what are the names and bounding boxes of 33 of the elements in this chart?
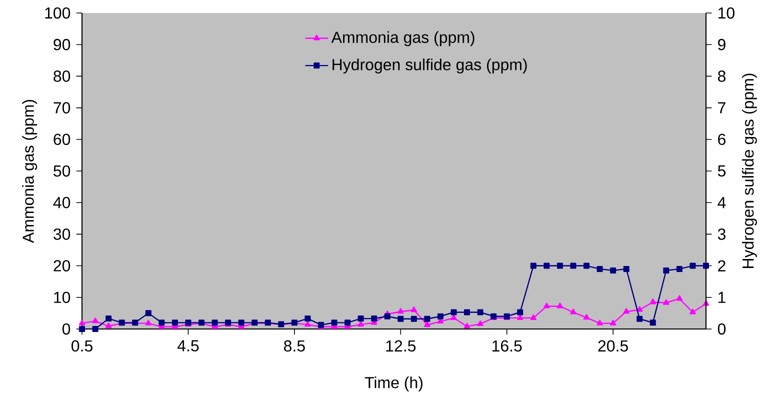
y2-tick-label: 5 <box>718 165 726 177</box>
y2-tick-label: 1 <box>718 292 726 303</box>
y2-tick-label: 2 <box>718 260 726 272</box>
y2-tick-label: 6 <box>718 134 726 146</box>
y-tick-label: 80 <box>54 70 70 82</box>
y-tick-label: 60 <box>54 134 70 146</box>
y2-tick-label: 10 <box>718 7 734 19</box>
y-tick-label: 40 <box>53 196 70 208</box>
y-tick-label: 90 <box>54 38 70 50</box>
x-tick-label: 4.5 <box>177 340 199 352</box>
x-tick-label: 12.5 <box>386 340 416 352</box>
y2-tick-label: 8 <box>718 70 726 82</box>
y2-tick-label: 0 <box>718 323 726 335</box>
x-tick-label: 16.5 <box>492 340 522 352</box>
y-tick-label: 10 <box>54 292 70 304</box>
x-tick-label: 20.5 <box>598 340 628 352</box>
y-tick-label: 30 <box>54 228 70 240</box>
legend-label: Ammonia gas (ppm) <box>331 31 474 46</box>
y-tick-label: 50 <box>54 165 70 177</box>
y2-tick-label: 3 <box>718 228 726 240</box>
x-axis-title: Time (h) <box>364 376 422 392</box>
legend-label: Hydrogen sulfide gas (ppm) <box>332 58 527 74</box>
y2-axis-title: Hydrogen sulfide gas (ppm) <box>742 74 757 268</box>
x-tick-label: 8.5 <box>284 340 305 352</box>
y-axis-title: Ammonia gas (ppm) <box>22 100 38 243</box>
y2-tick-label: 7 <box>718 102 726 114</box>
y2-tick-label: 9 <box>718 38 726 50</box>
y-tick-label: 0 <box>62 323 70 335</box>
y-tick-label: 20 <box>54 260 70 272</box>
x-tick-label: 0.5 <box>72 340 92 352</box>
y2-tick-label: 4 <box>718 197 726 208</box>
y-tick-label: 70 <box>54 102 70 114</box>
y-tick-label: 100 <box>45 7 70 19</box>
